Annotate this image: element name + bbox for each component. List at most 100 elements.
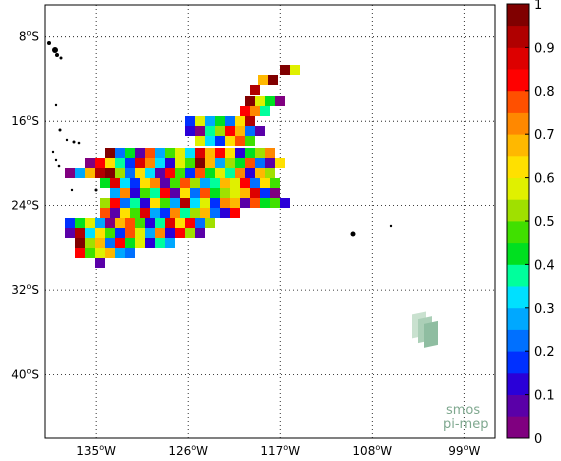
colorbar-tick-label: 0	[534, 432, 542, 447]
island-dot	[54, 158, 58, 162]
data-cell	[135, 148, 145, 158]
data-cell	[120, 208, 130, 218]
data-cell	[145, 238, 155, 248]
data-cell	[155, 218, 165, 228]
data-cell	[190, 198, 200, 208]
data-cell	[205, 158, 215, 168]
data-cell	[225, 148, 235, 158]
data-cell	[85, 218, 95, 228]
data-cell	[135, 218, 145, 228]
data-cell	[190, 208, 200, 218]
data-cell	[105, 218, 115, 228]
island-dot	[58, 128, 62, 132]
data-cell	[155, 158, 165, 168]
data-cell	[260, 106, 270, 116]
colorbar-swatches	[507, 4, 529, 439]
data-cell	[185, 126, 195, 136]
data-cell	[250, 198, 260, 208]
data-cell	[215, 158, 225, 168]
pi-mep-logo-icon	[412, 311, 438, 348]
island-dot	[54, 103, 58, 107]
data-cell	[195, 228, 205, 238]
data-cell	[205, 148, 215, 158]
data-cell	[110, 208, 120, 218]
data-cell	[210, 188, 220, 198]
data-cell	[235, 116, 245, 126]
colorbar-tick-label: 0.1	[534, 389, 555, 404]
data-cell	[75, 238, 85, 248]
data-cell	[170, 198, 180, 208]
data-cell	[225, 168, 235, 178]
island-dot	[72, 140, 76, 144]
island-dot	[70, 188, 74, 192]
island-dot	[47, 41, 51, 45]
data-cell	[200, 178, 210, 188]
data-cell	[255, 148, 265, 158]
data-cell	[65, 168, 75, 178]
colorbar-swatch	[507, 242, 529, 265]
data-cell	[160, 178, 170, 188]
data-cell	[275, 96, 285, 106]
colorbar-swatch	[507, 286, 529, 309]
lat-label-24s: 24oS	[11, 198, 39, 213]
data-cell	[200, 208, 210, 218]
data-cell	[265, 96, 275, 106]
data-cell	[210, 208, 220, 218]
data-cell	[85, 248, 95, 258]
data-cell	[245, 96, 255, 106]
colorbar-tick-label: 0.6	[534, 172, 555, 187]
data-cell	[200, 198, 210, 208]
data-cell	[258, 75, 268, 85]
data-cell	[280, 198, 290, 208]
data-cell	[250, 188, 260, 198]
island-dot	[55, 53, 59, 57]
data-cell	[265, 148, 275, 158]
data-cell	[205, 168, 215, 178]
island-dot	[350, 231, 356, 237]
data-cells	[65, 65, 300, 268]
data-cell	[95, 248, 105, 258]
data-cell	[240, 178, 250, 188]
data-cell	[230, 208, 240, 218]
data-cell	[275, 158, 285, 168]
lat-label-40s: 40oS	[11, 367, 39, 382]
data-cell	[210, 198, 220, 208]
colorbar-swatch	[507, 372, 529, 395]
data-cell	[215, 168, 225, 178]
data-cell	[260, 198, 270, 208]
data-cell	[245, 116, 255, 126]
data-cell	[245, 168, 255, 178]
colorbar-swatch	[507, 351, 529, 374]
colorbar-tick-label: 0.9	[534, 41, 555, 56]
data-cell	[175, 218, 185, 228]
colorbar-ticks: 0 0.1 0.2 0.3 0.4 0.5 0.6 0.7 0.8 0.9 1	[525, 0, 555, 447]
island-dot	[52, 47, 58, 53]
data-cell	[195, 168, 205, 178]
data-cell	[150, 188, 160, 198]
island-dot	[57, 164, 61, 168]
data-cell	[115, 158, 125, 168]
data-cell	[215, 148, 225, 158]
data-cell	[215, 136, 225, 146]
data-cell	[205, 218, 215, 228]
data-cell	[240, 188, 250, 198]
data-cell	[145, 168, 155, 178]
data-cell	[185, 148, 195, 158]
island-dot	[94, 188, 98, 192]
data-cell	[245, 136, 255, 146]
data-cell	[235, 126, 245, 136]
data-cell	[265, 158, 275, 168]
data-cell	[225, 136, 235, 146]
data-cell	[205, 126, 215, 136]
data-cell	[140, 198, 150, 208]
data-cell	[270, 188, 280, 198]
data-cell	[215, 116, 225, 126]
watermark-line1: smos	[446, 403, 480, 418]
colorbar-tick-label: 0.8	[534, 85, 555, 100]
lon-label-108w: 108oW	[352, 443, 392, 458]
lon-label-126w: 126oW	[168, 443, 208, 458]
data-cell	[125, 248, 135, 258]
data-cell	[105, 238, 115, 248]
data-cell	[155, 228, 165, 238]
data-cell	[165, 238, 175, 248]
